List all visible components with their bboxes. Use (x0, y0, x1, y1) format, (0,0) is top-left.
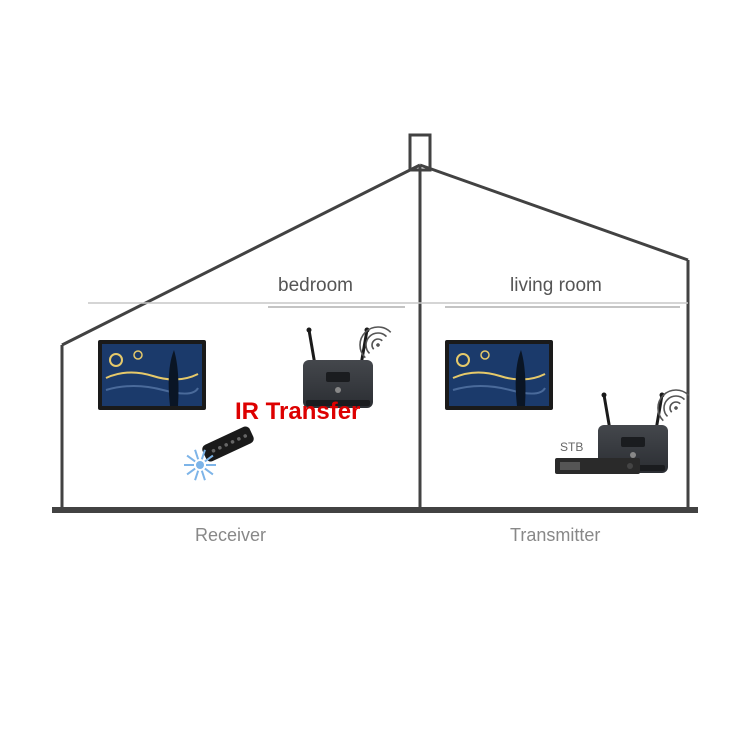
roof-right (420, 165, 688, 260)
bedroom-label: bedroom (278, 275, 353, 297)
chimney (410, 135, 430, 170)
stb-label: STB (560, 440, 583, 454)
tv-bedroom (98, 340, 206, 410)
stb-box (555, 458, 640, 474)
roof-left (62, 165, 420, 345)
wifi-icon-living (651, 383, 689, 421)
receiver-label: Receiver (195, 525, 266, 546)
living-room-label: living room (510, 275, 602, 297)
ir-transfer-label: IR Transfer (235, 398, 360, 426)
extender-receiver (303, 328, 373, 409)
wifi-icon-bedroom (353, 320, 391, 358)
transmitter-label: Transmitter (510, 525, 600, 546)
tv-living (445, 340, 553, 410)
